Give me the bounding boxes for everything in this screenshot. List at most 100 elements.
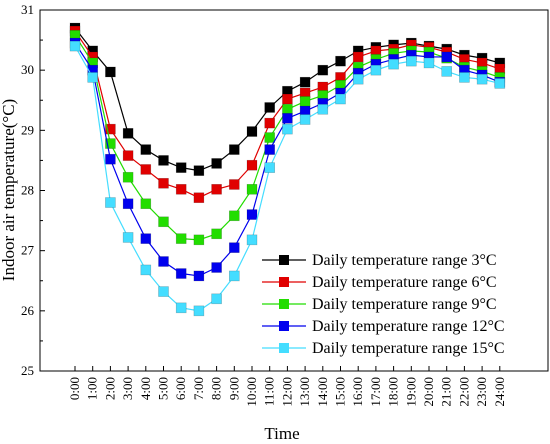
- data-point: [264, 144, 276, 155]
- data-point: [317, 103, 329, 115]
- legend-label: Daily temperature range 9°C: [312, 296, 497, 313]
- y-axis-title: Indoor air temperature(°C): [0, 99, 18, 281]
- data-point: [299, 76, 311, 88]
- data-point: [246, 126, 258, 137]
- x-tick-label: 12:00: [279, 377, 294, 407]
- x-tick-label: 5:00: [156, 377, 171, 400]
- data-point: [158, 256, 169, 267]
- data-point: [211, 228, 222, 240]
- x-tick-label: 24:00: [492, 377, 507, 407]
- data-point: [246, 209, 258, 220]
- data-point: [264, 102, 276, 113]
- data-point: [282, 113, 293, 124]
- y-tick-label: 28: [21, 183, 34, 198]
- data-point: [105, 66, 116, 78]
- y-axis: 25 26 27 28 29 30 31: [21, 2, 45, 378]
- data-point: [122, 150, 134, 161]
- data-point: [140, 144, 152, 155]
- x-tick-label: 22:00: [456, 377, 471, 407]
- data-point: [317, 64, 329, 76]
- x-axis-title: Time: [264, 424, 299, 443]
- series-3: [69, 29, 506, 246]
- x-tick-label: 21:00: [439, 377, 454, 407]
- data-point: [441, 66, 453, 77]
- legend-marker: [279, 277, 289, 287]
- data-point: [193, 234, 205, 246]
- data-point: [299, 96, 311, 107]
- x-tick-label: 9:00: [226, 377, 241, 400]
- y-tick-label: 26: [21, 303, 35, 318]
- data-point: [476, 73, 488, 85]
- x-tick-label: 8:00: [209, 377, 224, 400]
- series-line: [74, 42, 501, 277]
- data-point: [140, 164, 152, 175]
- x-tick-label: 1:00: [85, 377, 100, 400]
- data-point: [158, 177, 169, 189]
- x-tick-label: 10:00: [244, 377, 259, 407]
- data-point: [211, 183, 222, 195]
- data-point: [175, 162, 187, 173]
- data-point: [193, 165, 205, 176]
- x-tick-label: 13:00: [297, 377, 312, 407]
- x-tick-label: 4:00: [138, 377, 153, 400]
- data-point: [211, 262, 222, 273]
- data-point: [140, 233, 152, 244]
- legend-marker: [279, 321, 289, 331]
- data-point: [193, 192, 205, 204]
- data-point: [282, 93, 293, 105]
- x-tick-label: 18:00: [386, 377, 401, 407]
- legend-label: Daily temperature range 15°C: [312, 340, 505, 357]
- legend: Daily temperature range 3°C Daily tempera…: [262, 252, 505, 357]
- x-tick-label: 7:00: [191, 377, 206, 400]
- x-tick-label: 2:00: [102, 377, 117, 400]
- data-point: [122, 171, 134, 183]
- data-point: [405, 55, 417, 67]
- data-point: [494, 78, 506, 89]
- data-point: [264, 117, 276, 129]
- data-point: [87, 72, 98, 83]
- legend-marker: [279, 255, 289, 265]
- data-point: [299, 114, 311, 125]
- data-point: [122, 232, 134, 243]
- data-point: [229, 144, 240, 155]
- x-tick-label: 15:00: [333, 377, 348, 407]
- data-point: [352, 73, 364, 85]
- data-point: [246, 159, 258, 171]
- x-tick-label: 23:00: [474, 377, 489, 407]
- data-point: [193, 270, 205, 282]
- legend-label: Daily temperature range 6°C: [312, 274, 497, 291]
- x-tick-label: 6:00: [173, 377, 188, 400]
- data-point: [105, 197, 116, 208]
- series-5: [69, 40, 506, 317]
- x-tick-label: 0:00: [67, 377, 82, 400]
- data-point: [229, 210, 240, 222]
- data-point: [122, 198, 134, 210]
- data-point: [158, 155, 169, 166]
- data-point: [140, 264, 152, 276]
- data-point: [211, 293, 222, 305]
- y-tick-label: 29: [21, 122, 34, 137]
- x-tick-label: 19:00: [403, 377, 418, 407]
- data-point: [246, 234, 258, 246]
- data-point: [335, 93, 346, 105]
- data-point: [229, 179, 240, 190]
- x-tick-label: 14:00: [315, 377, 330, 407]
- data-point: [140, 198, 152, 210]
- data-point: [246, 183, 258, 195]
- y-tick-label: 30: [21, 62, 34, 77]
- y-tick-label: 31: [21, 2, 34, 17]
- x-tick-label: 17:00: [368, 377, 383, 407]
- data-point: [352, 51, 364, 63]
- data-point: [264, 132, 276, 143]
- data-point: [264, 162, 276, 173]
- x-tick-label: 11:00: [262, 377, 277, 406]
- data-point: [423, 57, 435, 69]
- data-point: [370, 64, 382, 76]
- data-point: [388, 58, 399, 70]
- series-layer: [69, 22, 506, 317]
- data-point: [105, 123, 116, 135]
- legend-marker: [279, 343, 289, 353]
- x-tick-label: 3:00: [120, 377, 135, 400]
- x-tick-label: 20:00: [421, 377, 436, 407]
